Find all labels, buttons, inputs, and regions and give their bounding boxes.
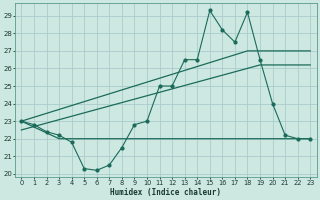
- X-axis label: Humidex (Indice chaleur): Humidex (Indice chaleur): [110, 188, 221, 197]
